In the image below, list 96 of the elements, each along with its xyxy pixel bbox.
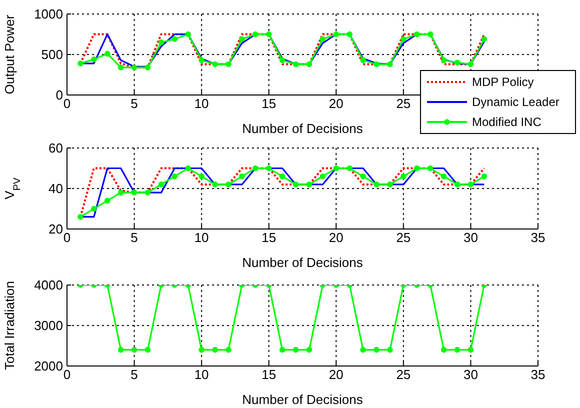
point [266, 31, 272, 38]
y-tick-label: 2000 [34, 358, 63, 374]
point [440, 57, 447, 64]
point [306, 61, 312, 68]
point [360, 173, 366, 180]
point [239, 36, 245, 42]
legend-label: Modified INC [472, 115, 542, 129]
point [91, 206, 97, 212]
point [468, 182, 474, 188]
point [454, 182, 460, 188]
point [185, 31, 192, 38]
x-tick-label: 10 [194, 230, 209, 246]
point [320, 36, 326, 42]
x-tick-label: 25 [396, 230, 411, 246]
point [454, 60, 460, 66]
point [414, 165, 420, 172]
point [144, 190, 151, 196]
point [400, 173, 406, 180]
point [374, 61, 380, 68]
point [212, 61, 218, 68]
x-tick-label: 5 [130, 96, 138, 112]
x-tick-label: 5 [130, 367, 138, 382]
legend-label: Dynamic Leader [472, 95, 560, 109]
point [481, 36, 488, 42]
point [131, 64, 138, 70]
point [387, 61, 393, 68]
x-tick-label: 20 [328, 96, 344, 112]
x-tick-label: 35 [530, 367, 546, 382]
x-tick-label: 30 [463, 230, 478, 246]
point [239, 173, 245, 180]
point [346, 165, 352, 172]
point [252, 31, 258, 38]
point [440, 173, 447, 180]
point [279, 173, 286, 180]
point [292, 61, 299, 68]
point [226, 182, 232, 188]
point [144, 64, 151, 70]
x-tick-label: 15 [262, 230, 276, 246]
point [118, 64, 124, 70]
y-axis-title: Output Power [2, 14, 17, 94]
point [360, 57, 366, 64]
x-axis-title: Number of Decisions [242, 121, 364, 136]
point [292, 182, 299, 188]
point [198, 173, 204, 180]
point [185, 165, 192, 172]
point [78, 60, 84, 66]
point [468, 61, 474, 68]
point [131, 190, 138, 196]
x-tick-label: 30 [463, 367, 478, 382]
point [333, 165, 340, 172]
point [104, 50, 110, 57]
point [78, 214, 84, 220]
point [387, 182, 393, 188]
y-tick-label: 1000 [34, 6, 63, 22]
x-tick-label: 15 [262, 367, 276, 382]
x-tick-label: 20 [328, 367, 344, 382]
x-tick-label: 25 [396, 96, 411, 112]
point [481, 173, 488, 180]
y-tick-label: 3000 [34, 318, 63, 334]
point [118, 190, 124, 196]
point [91, 56, 97, 62]
point [427, 165, 434, 172]
x-tick-label: 35 [530, 230, 546, 246]
point [158, 182, 164, 188]
point [279, 57, 286, 64]
y-tick-label: 40 [48, 181, 63, 196]
point [374, 182, 380, 188]
x-tick-label: 10 [194, 367, 209, 382]
y-tick-label: 4000 [34, 278, 63, 293]
point [346, 31, 352, 38]
x-axis-title: Number of Decisions [242, 255, 364, 270]
point [198, 57, 204, 64]
x-tick-label: 15 [262, 96, 276, 112]
point [400, 36, 406, 42]
point [266, 165, 272, 172]
point [414, 31, 420, 38]
x-axis-title: Number of Decisions [242, 392, 364, 407]
point [104, 198, 110, 204]
x-tick-label: 5 [130, 230, 138, 246]
point [226, 61, 232, 68]
legend-label: MDP Policy [472, 75, 534, 89]
point [320, 173, 326, 180]
point [427, 31, 434, 38]
y-tick-label: 500 [41, 47, 63, 62]
point [158, 39, 164, 46]
point [212, 182, 218, 188]
point [252, 165, 258, 172]
point [172, 173, 178, 180]
y-tick-label: 60 [48, 140, 63, 156]
x-tick-label: 20 [328, 230, 344, 246]
y-axis-title: Total Irradiation [2, 281, 17, 370]
point [333, 31, 340, 38]
x-tick-label: 10 [194, 96, 209, 112]
point [172, 36, 178, 42]
x-tick-label: 25 [396, 367, 411, 382]
point [306, 182, 312, 188]
